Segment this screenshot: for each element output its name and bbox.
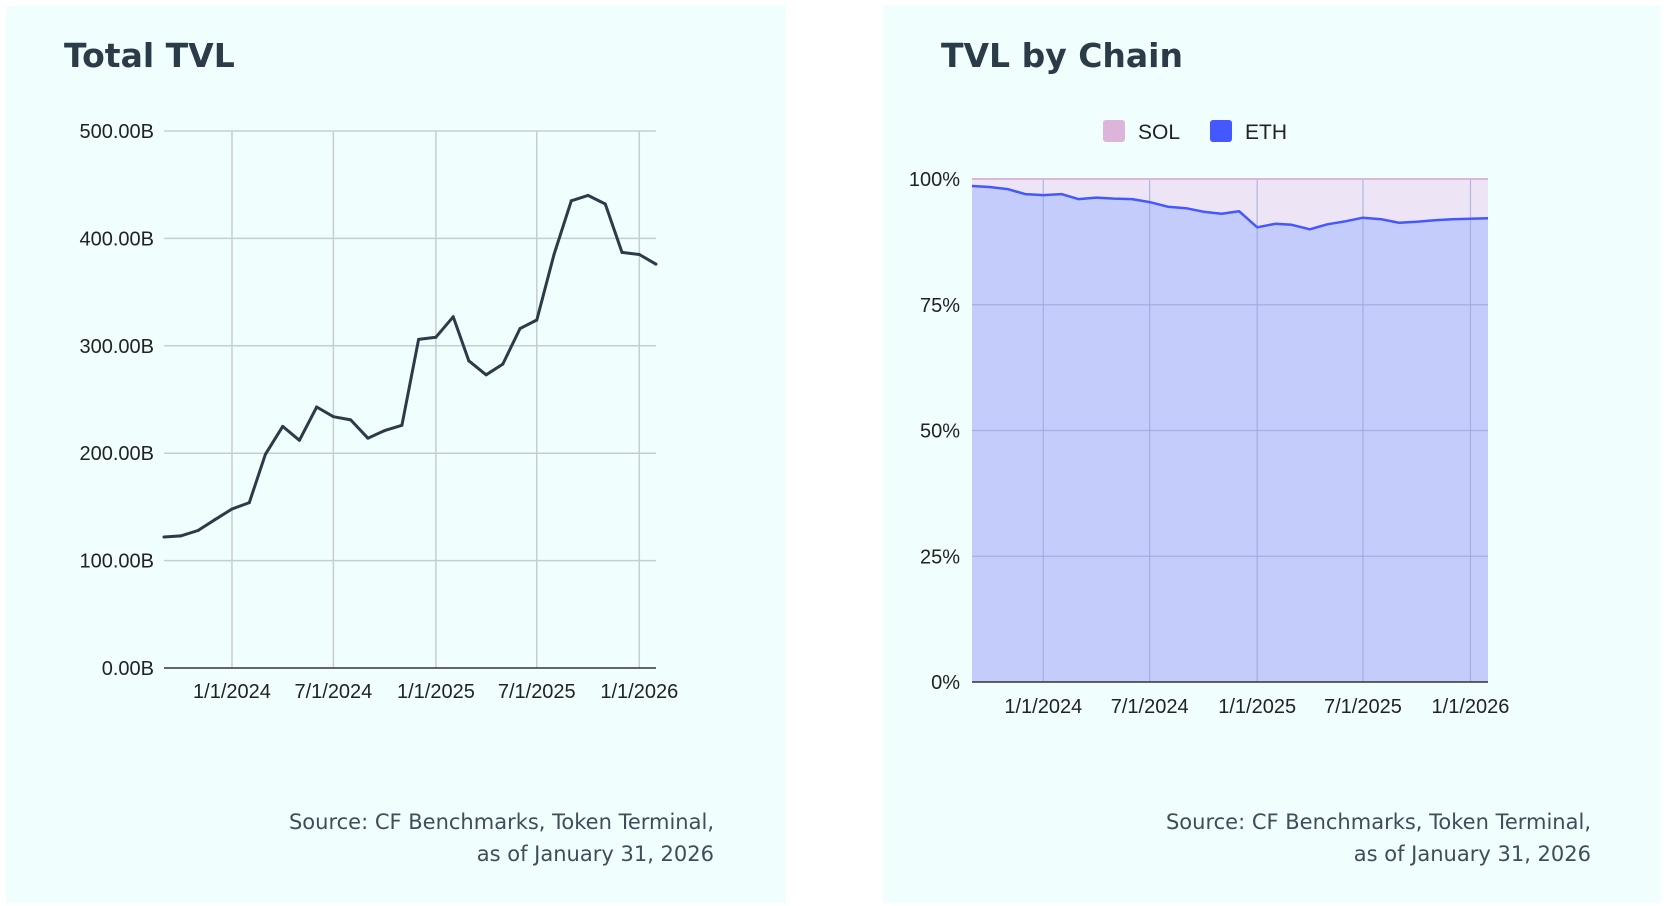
total-tvl-point bbox=[179, 534, 183, 538]
y-tick-label: 50% bbox=[920, 421, 960, 443]
y-tick-label: 200.00B bbox=[79, 443, 154, 465]
x-tick-label: 1/1/2025 bbox=[1218, 696, 1296, 718]
x-tick-label: 1/1/2024 bbox=[193, 681, 271, 703]
total-tvl-point bbox=[400, 423, 404, 427]
y-tick-label: 300.00B bbox=[79, 336, 154, 358]
y-tick-label: 500.00B bbox=[79, 121, 154, 143]
total-tvl-point bbox=[467, 359, 471, 363]
x-tick-label: 1/1/2026 bbox=[600, 681, 678, 703]
y-tick-label: 0.00B bbox=[102, 658, 154, 680]
total-tvl-point bbox=[213, 518, 217, 522]
tvl-by-chain-source-line1: Source: CF Benchmarks, Token Terminal, bbox=[1165, 810, 1591, 834]
total-tvl-point bbox=[586, 193, 590, 197]
total-tvl-point bbox=[518, 327, 522, 331]
total-tvl-point bbox=[230, 507, 234, 511]
eth-area bbox=[972, 186, 1488, 682]
total-tvl-point bbox=[162, 535, 166, 539]
total-tvl-point bbox=[620, 250, 624, 254]
total-tvl-point bbox=[451, 315, 455, 319]
total-tvl-point bbox=[535, 318, 539, 322]
x-tick-label: 1/1/2026 bbox=[1432, 696, 1510, 718]
x-tick-label: 1/1/2025 bbox=[397, 681, 475, 703]
total-tvl-point bbox=[637, 253, 641, 257]
total-tvl-point bbox=[501, 362, 505, 366]
total-tvl-point bbox=[569, 199, 573, 203]
total-tvl-point bbox=[484, 373, 488, 377]
total-tvl-point bbox=[297, 438, 301, 442]
x-tick-label: 7/1/2025 bbox=[498, 681, 576, 703]
sol-area bbox=[972, 179, 1488, 230]
tvl-by-chain-title: TVL by Chain bbox=[941, 36, 1183, 75]
y-tick-label: 0% bbox=[931, 672, 960, 694]
y-tick-label: 100.00B bbox=[79, 551, 154, 573]
total-tvl-point bbox=[349, 418, 353, 422]
x-tick-label: 7/1/2025 bbox=[1324, 696, 1402, 718]
eth-series-line bbox=[971, 184, 1489, 231]
legend-label-eth: ETH bbox=[1245, 121, 1287, 144]
legend-swatch-eth bbox=[1210, 120, 1232, 142]
total-tvl-series-line bbox=[163, 193, 657, 539]
total-tvl-point bbox=[434, 335, 438, 339]
total-tvl-point bbox=[366, 436, 370, 440]
total-tvl-source-line1: Source: CF Benchmarks, Token Terminal, bbox=[288, 810, 714, 834]
total-tvl-point bbox=[417, 337, 421, 341]
total-tvl-point bbox=[281, 424, 285, 428]
total-tvl-point bbox=[247, 501, 251, 505]
total-tvl-point bbox=[331, 415, 335, 419]
total-tvl-point bbox=[654, 262, 658, 266]
y-tick-label: 25% bbox=[920, 546, 960, 568]
total-tvl-source-line2: as of January 31, 2026 bbox=[476, 842, 714, 866]
y-tick-label: 100% bbox=[909, 169, 960, 191]
tvl-by-chain-panel: TVL by Chain 0% 25% 50% 75% 100% 1/1/2024 7/1/… bbox=[883, 6, 1661, 903]
total-tvl-point bbox=[263, 452, 267, 456]
tvl-by-chain-chart: 0% 25% 50% 75% 100% 1/1/2024 7/1/2024 1/1/2025 7… bbox=[909, 120, 1510, 718]
total-tvl-title: Total TVL bbox=[64, 36, 235, 75]
total-tvl-point bbox=[552, 253, 556, 257]
total-tvl-panel: Total TVL 0.00B 100.00B 200.00B 300.00B 400.… bbox=[6, 6, 786, 903]
y-tick-label: 75% bbox=[920, 295, 960, 317]
x-tick-label: 7/1/2024 bbox=[294, 681, 372, 703]
total-tvl-point bbox=[315, 405, 319, 409]
tvl-by-chain-source-line2: as of January 31, 2026 bbox=[1353, 842, 1591, 866]
legend-swatch-sol bbox=[1103, 120, 1125, 142]
x-tick-label: 7/1/2024 bbox=[1111, 696, 1189, 718]
total-tvl-point bbox=[383, 429, 387, 433]
x-tick-label: 1/1/2024 bbox=[1004, 696, 1082, 718]
total-tvl-point bbox=[603, 202, 607, 206]
legend-label-sol: SOL bbox=[1138, 121, 1180, 144]
y-tick-label: 400.00B bbox=[79, 228, 154, 250]
total-tvl-point bbox=[196, 529, 200, 533]
total-tvl-chart: 0.00B 100.00B 200.00B 300.00B 400.00B 500.00B… bbox=[79, 121, 678, 703]
